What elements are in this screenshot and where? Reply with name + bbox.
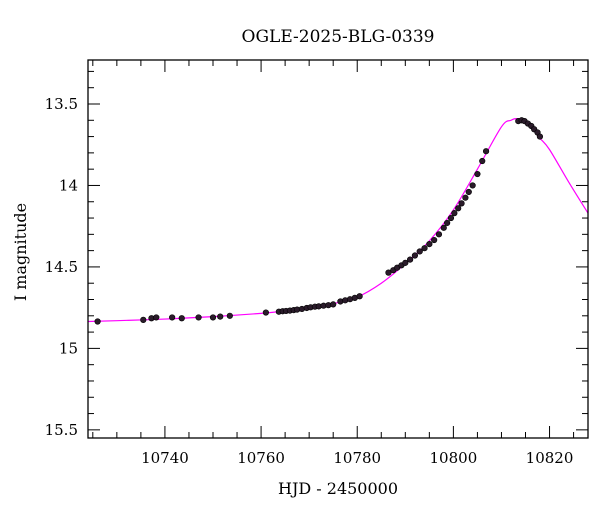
data-point xyxy=(536,133,544,140)
data-point xyxy=(455,205,462,212)
data-points xyxy=(94,117,544,325)
data-point xyxy=(465,188,472,196)
data-point xyxy=(385,269,392,276)
data-point xyxy=(356,293,363,300)
data-point xyxy=(440,224,447,231)
x-tick-label: 10740 xyxy=(141,449,189,467)
data-point xyxy=(469,182,476,189)
data-point xyxy=(435,231,443,238)
x-tick-label: 10820 xyxy=(526,449,574,467)
data-point xyxy=(426,241,433,248)
tick-labels: 10740 10760 10780 10800 10820 13.5 14 14.5 15 15.… xyxy=(45,95,574,467)
data-point xyxy=(407,256,414,263)
chart-title: OGLE-2025-BLG-0339 xyxy=(242,27,435,47)
data-point xyxy=(209,314,217,321)
data-point xyxy=(462,194,469,201)
y-tick-label: 14 xyxy=(59,176,78,194)
data-point xyxy=(416,248,423,255)
data-point xyxy=(178,315,185,322)
data-point xyxy=(153,314,160,321)
y-tick-label: 15.5 xyxy=(45,421,78,439)
x-tick-label: 10780 xyxy=(333,449,381,467)
y-tick-label: 14.5 xyxy=(45,258,78,276)
plot-frame xyxy=(87,59,589,439)
data-point xyxy=(482,148,490,155)
x-tick-label: 10760 xyxy=(237,449,285,467)
y-tick-label: 15 xyxy=(59,339,78,357)
data-point xyxy=(330,301,337,308)
model-curve xyxy=(88,118,588,323)
data-point xyxy=(262,309,269,316)
data-point xyxy=(195,314,202,321)
data-point xyxy=(479,157,486,165)
data-point xyxy=(94,318,101,325)
data-point xyxy=(421,245,428,252)
data-point xyxy=(140,316,147,323)
data-point xyxy=(431,236,438,244)
x-tick-label: 10800 xyxy=(430,449,478,467)
model-curve-layer xyxy=(88,118,588,323)
data-point xyxy=(458,200,465,207)
data-point xyxy=(169,314,176,321)
y-axis-label: I magnitude xyxy=(11,203,30,301)
y-tick-label: 13.5 xyxy=(45,95,78,113)
x-axis-label: HJD - 2450000 xyxy=(278,479,398,498)
data-point xyxy=(226,312,233,319)
data-point xyxy=(451,210,458,217)
data-point xyxy=(444,219,451,227)
data-point xyxy=(217,313,224,320)
data-point xyxy=(447,214,455,222)
data-point xyxy=(402,259,409,266)
axis-ticks xyxy=(88,60,588,438)
data-point xyxy=(474,170,481,178)
data-point xyxy=(411,252,419,259)
